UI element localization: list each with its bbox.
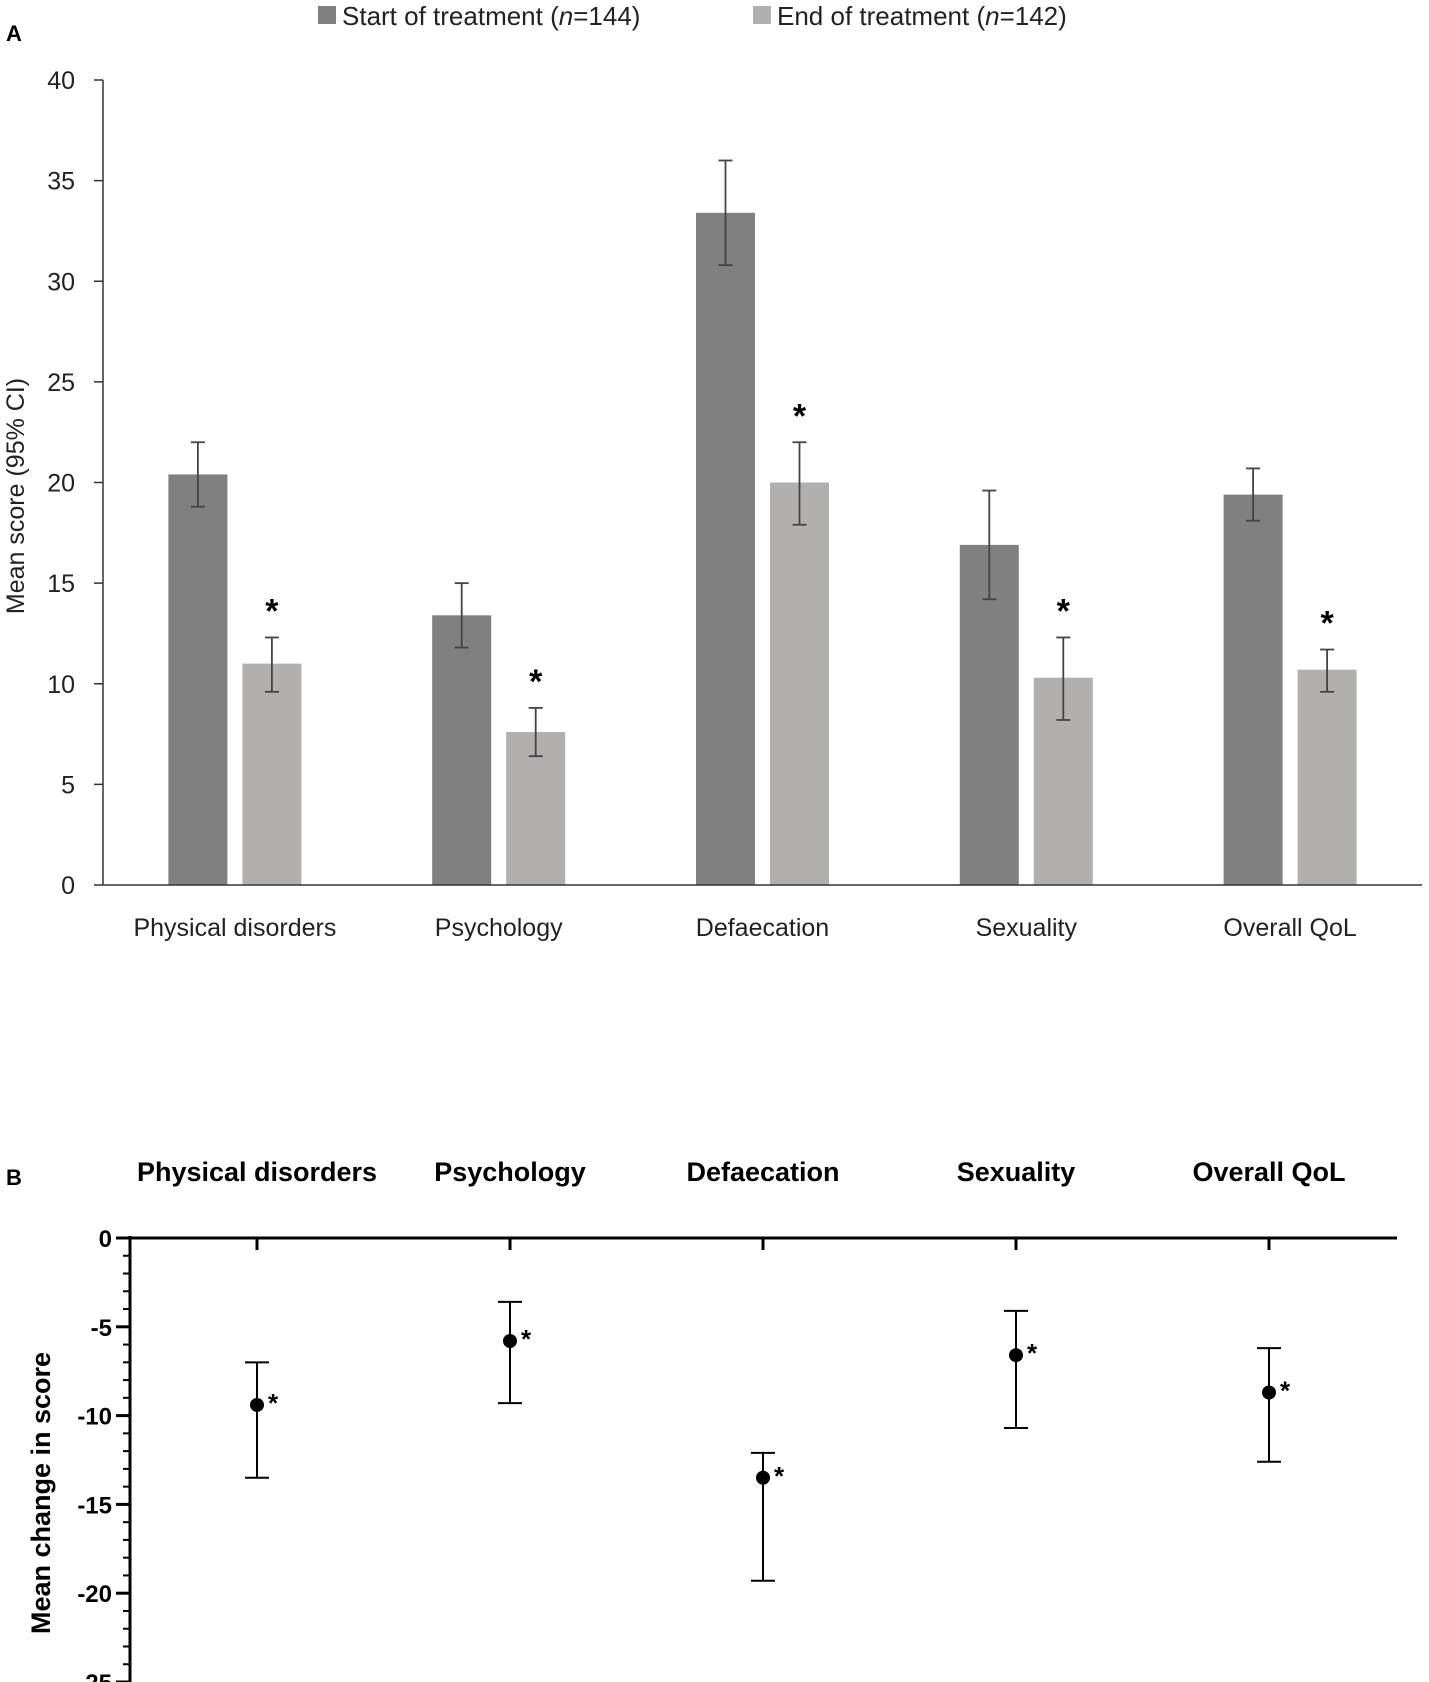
bar-end-psychology — [506, 732, 566, 885]
point-defaecation — [756, 1470, 770, 1485]
category-label-physical-disorders: Physical disorders — [137, 1157, 377, 1187]
y-tick-label-a: 20 — [47, 470, 75, 498]
point-psychology — [503, 1334, 517, 1349]
category-labels-b: Physical disorders Psychology Defaecation S… — [137, 1157, 1346, 1187]
significance-asterisk: * — [1057, 592, 1071, 630]
bar-start-physical-disorders — [168, 474, 228, 885]
x-axis-a: Physical disorders Psychology Defaecation S… — [133, 914, 1356, 942]
bar-start-overall-qol — [1223, 494, 1283, 885]
x-tick-label-defaecation: Defaecation — [696, 914, 829, 942]
legend-label-end: End of treatment (n=142) — [777, 1, 1067, 31]
y-tick-label-b: 0 — [99, 1226, 112, 1253]
bar-start-sexuality — [959, 544, 1019, 885]
y-tick-label-b: -10 — [77, 1404, 112, 1431]
bar-end-physical-disorders — [242, 663, 302, 885]
bar-end-overall-qol — [1297, 669, 1357, 885]
significance-asterisk: * — [793, 397, 807, 435]
bar-end-defaecation — [770, 482, 829, 885]
legend: Start of treatment (n=144) End of treatm… — [318, 1, 1067, 31]
bar-start-psychology — [432, 615, 492, 885]
points: * * * * * — [245, 1238, 1291, 1582]
y-tick-label-a: 10 — [47, 671, 75, 699]
x-tick-label-psychology: Psychology — [435, 914, 563, 942]
x-tick-label-physical-disorders: Physical disorders — [133, 914, 336, 942]
y-tick-label-a: 25 — [47, 369, 75, 397]
panel-b-label: B — [6, 1165, 22, 1190]
y-tick-label-b: -5 — [91, 1315, 112, 1342]
legend-swatch-start — [318, 6, 336, 24]
bars: * * * * * — [168, 159, 1357, 885]
y-tick-label-a: 35 — [47, 168, 75, 196]
significance-asterisk: * — [1027, 1338, 1038, 1368]
bar-start-defaecation — [696, 212, 755, 885]
y-tick-label-a: 15 — [47, 570, 75, 598]
y-tick-label-a: 0 — [61, 872, 75, 900]
y-axis-label-b: Mean change in score — [26, 1352, 56, 1634]
significance-asterisk: * — [521, 1324, 532, 1354]
category-label-sexuality: Sexuality — [957, 1157, 1076, 1187]
point-overall-qol — [1262, 1385, 1276, 1400]
panel-a: A Start of treatment (n=144) End of trea… — [2, 1, 1422, 942]
significance-asterisk: * — [268, 1388, 279, 1418]
y-axis-b: 0 -5 -10 -15 -20 -25 — [77, 1226, 130, 1682]
category-label-overall-qol: Overall QoL — [1192, 1157, 1345, 1187]
y-tick-label-b: -25 — [77, 1670, 112, 1682]
significance-asterisk: * — [265, 592, 279, 630]
y-tick-label-b: -15 — [77, 1492, 112, 1519]
y-tick-label-a: 40 — [47, 67, 75, 95]
legend-swatch-end — [753, 6, 771, 24]
significance-asterisk: * — [1280, 1376, 1291, 1406]
significance-asterisk: * — [774, 1461, 785, 1491]
point-sexuality — [1009, 1348, 1023, 1363]
point-physical-disorders — [250, 1397, 264, 1412]
panel-b: B Physical disorders Psychology Defaecatio… — [6, 1157, 1397, 1682]
x-tick-label-sexuality: Sexuality — [976, 914, 1078, 942]
category-label-psychology: Psychology — [434, 1157, 586, 1187]
y-axis-a: 0 5 10 15 20 25 30 35 40 — [47, 67, 103, 900]
legend-label-start: Start of treatment (n=144) — [342, 1, 640, 31]
x-tick-label-overall-qol: Overall QoL — [1223, 914, 1356, 942]
significance-asterisk: * — [1320, 605, 1334, 643]
significance-asterisk: * — [529, 663, 543, 701]
panel-a-label: A — [6, 21, 22, 46]
y-tick-label-a: 30 — [47, 268, 75, 296]
category-label-defaecation: Defaecation — [686, 1157, 839, 1187]
y-axis-label-a: Mean score (95% CI) — [2, 378, 30, 614]
y-tick-label-b: -20 — [77, 1581, 112, 1608]
y-tick-label-a: 5 — [61, 771, 75, 799]
